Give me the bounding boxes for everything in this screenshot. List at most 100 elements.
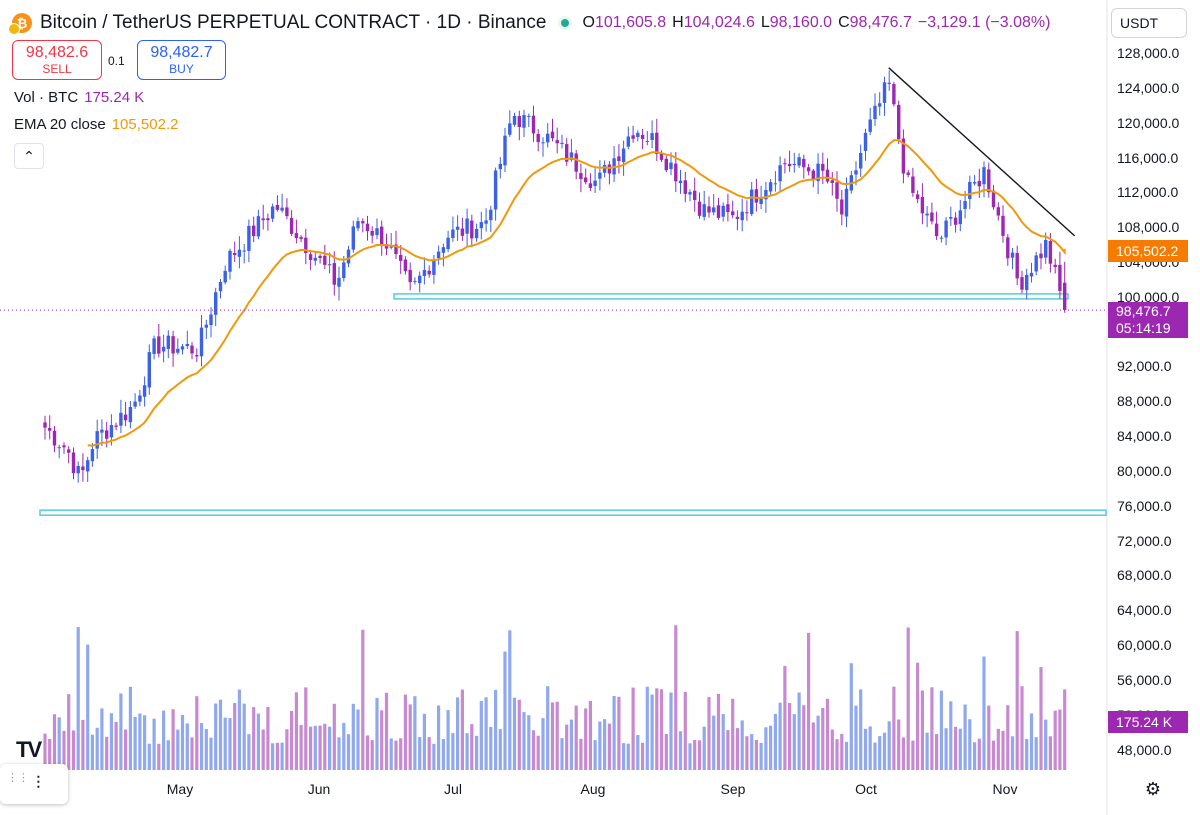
volume-bar — [716, 694, 721, 770]
volume-bar — [242, 703, 246, 770]
candle — [598, 160, 602, 191]
candles-icon[interactable]: ⫶ — [36, 773, 41, 793]
candle — [811, 168, 815, 188]
candle-body — [380, 226, 384, 246]
volume-bar — [607, 723, 611, 770]
volume-bar — [754, 740, 758, 770]
candle — [57, 444, 61, 459]
price-axis-label: 76,000.0 — [1117, 497, 1172, 514]
volume-bar — [783, 665, 787, 770]
settings-gear-icon[interactable]: ⚙ — [1144, 779, 1162, 799]
candle — [67, 446, 71, 464]
candle-body — [892, 84, 896, 105]
candle — [612, 146, 616, 183]
candle — [802, 154, 806, 179]
volume-bar — [427, 737, 431, 770]
volume-bar — [147, 743, 151, 770]
candle-body — [825, 169, 830, 182]
volume-bar — [702, 726, 706, 770]
candle — [607, 161, 612, 185]
symbol-title[interactable]: Bitcoin / TetherUS PERPETUAL CONTRACT · … — [40, 12, 547, 33]
candle — [863, 128, 868, 161]
candle-body — [214, 292, 218, 315]
volume-bar — [664, 734, 668, 770]
candle-body — [731, 211, 735, 216]
ohlc-open: O101,605.8 — [582, 14, 667, 31]
volume-bar — [911, 740, 915, 770]
volume-bar — [389, 738, 393, 770]
price-axis-label: 108,000.0 — [1117, 219, 1180, 236]
exchange-badge-icon — [8, 23, 20, 35]
candle — [697, 192, 702, 219]
candle — [389, 233, 393, 250]
collapse-legend-button[interactable]: ⌃ — [14, 143, 44, 169]
volume-bar — [304, 687, 308, 770]
volume-bar — [517, 699, 521, 770]
volume-bar — [536, 735, 540, 770]
candle-body — [678, 180, 683, 184]
candle-body — [546, 133, 550, 143]
volume-bar — [835, 739, 839, 770]
volume-bar — [271, 743, 275, 770]
candle — [1034, 251, 1038, 276]
candle-body — [1058, 264, 1062, 291]
candle-body — [233, 253, 237, 256]
candle-body — [802, 158, 806, 168]
candle — [455, 215, 460, 241]
volume-bar — [688, 743, 692, 770]
tradingview-logo-icon[interactable]: TV — [16, 737, 42, 762]
price-axis-label: 100,000.0 — [1117, 288, 1180, 305]
ohlc-low: L98,160.0 — [760, 14, 833, 31]
volume-bar — [498, 729, 502, 770]
volume-bar — [973, 742, 977, 770]
currency-select[interactable]: USDT — [1111, 8, 1187, 38]
price-axis-label: 48,000.0 — [1117, 741, 1172, 758]
candle — [806, 164, 811, 176]
volume-bar — [916, 662, 920, 770]
volume-bar — [802, 705, 806, 770]
volume-bar — [489, 726, 493, 770]
candle-body — [693, 190, 697, 200]
resistance-trendline[interactable] — [888, 67, 1076, 237]
price-change: −3,129.1 (−3.08%) — [917, 14, 1051, 31]
volume-bar — [399, 738, 403, 770]
volume-bar — [584, 708, 588, 770]
candle-body — [133, 401, 137, 407]
volume-bar — [565, 724, 569, 770]
candle — [479, 211, 483, 240]
candle — [773, 171, 778, 192]
candle-body — [773, 183, 778, 185]
candle — [745, 200, 749, 221]
candle — [953, 212, 958, 233]
volume-legend[interactable]: Vol · BTC 175.24 K — [14, 89, 144, 106]
candle — [157, 324, 161, 358]
volume-bar — [522, 712, 526, 770]
time-axis-label: Nov — [992, 781, 1018, 797]
drag-handle-icon[interactable]: ⋮⋮ — [7, 772, 29, 784]
candle-body — [735, 216, 740, 219]
volume-bar — [209, 737, 213, 770]
volume-bar — [162, 710, 166, 770]
volume-bar — [859, 689, 863, 770]
candle — [119, 399, 123, 433]
candle-body — [270, 206, 275, 219]
volume-bar — [593, 740, 597, 770]
candle — [294, 219, 299, 244]
volume-bar — [726, 730, 730, 770]
volume-legend-value: 175.24 K — [84, 89, 145, 106]
candle — [939, 235, 944, 243]
volume-bar — [764, 727, 768, 770]
buy-button[interactable]: 98,482.7 BUY — [137, 40, 226, 80]
ema-legend[interactable]: EMA 20 close 105,502.2 — [14, 116, 178, 133]
candle-body — [878, 103, 882, 107]
candle-body — [71, 452, 76, 474]
candle-body — [52, 430, 57, 446]
volume-bar — [294, 692, 298, 770]
candle-body — [645, 140, 649, 142]
sell-button[interactable]: 98,482.6 SELL — [12, 40, 102, 80]
candle-body — [816, 163, 820, 182]
candle-body — [218, 282, 223, 292]
volume-bar — [176, 729, 180, 770]
candle — [901, 129, 906, 184]
